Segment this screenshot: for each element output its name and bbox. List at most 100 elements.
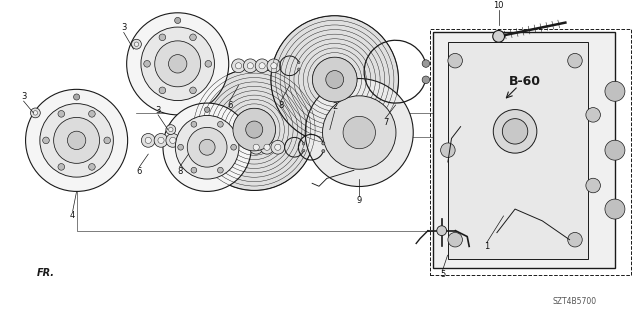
Text: 1: 1 [484,242,490,251]
Circle shape [243,59,257,73]
Circle shape [74,94,79,100]
Circle shape [159,34,166,41]
Circle shape [343,116,376,149]
Circle shape [231,145,237,150]
Circle shape [305,78,413,187]
Circle shape [236,63,242,69]
Circle shape [168,127,173,132]
Circle shape [586,108,600,122]
Polygon shape [448,42,588,258]
Text: 8: 8 [177,167,182,176]
Circle shape [218,167,223,173]
Text: 9: 9 [356,196,362,205]
Circle shape [88,164,95,170]
Circle shape [255,59,269,73]
Circle shape [312,57,357,102]
Circle shape [141,27,214,100]
Circle shape [448,233,463,247]
Text: 8: 8 [278,101,284,110]
Circle shape [502,119,528,144]
Circle shape [246,121,263,138]
Text: B-60: B-60 [508,75,540,87]
Circle shape [163,103,252,191]
Text: 10: 10 [493,1,504,10]
Circle shape [303,143,305,145]
Circle shape [586,178,600,193]
Circle shape [144,61,150,67]
Circle shape [568,233,582,247]
Circle shape [605,199,625,219]
Circle shape [145,137,151,144]
Circle shape [33,111,38,115]
Circle shape [232,59,245,73]
Circle shape [54,117,100,163]
Circle shape [605,81,625,101]
Circle shape [205,61,212,67]
Circle shape [267,59,281,73]
Circle shape [58,111,65,117]
Text: 6: 6 [137,167,142,176]
Circle shape [104,137,111,144]
Circle shape [188,127,227,167]
Text: 7: 7 [383,118,388,127]
Circle shape [189,34,196,41]
Circle shape [247,63,253,69]
Circle shape [166,125,176,135]
Circle shape [233,108,276,151]
Text: 3: 3 [21,92,26,101]
Circle shape [196,142,198,145]
Circle shape [326,70,344,88]
Circle shape [141,134,155,147]
Text: 4: 4 [70,211,76,220]
Circle shape [493,30,504,42]
Text: SZT4B5700: SZT4B5700 [552,298,596,307]
Circle shape [298,61,300,63]
Circle shape [322,142,325,145]
Bar [430,29,631,275]
Circle shape [303,149,305,152]
Text: 3: 3 [121,23,126,33]
Circle shape [58,164,65,170]
Circle shape [175,115,239,179]
Circle shape [218,122,223,127]
Circle shape [568,53,582,68]
Circle shape [298,68,300,70]
Circle shape [170,137,176,144]
Circle shape [250,140,263,154]
Text: 6: 6 [227,101,232,110]
Circle shape [191,122,196,127]
Circle shape [271,16,399,143]
Circle shape [199,139,215,155]
Circle shape [88,111,95,117]
Circle shape [605,140,625,160]
Circle shape [178,145,184,150]
Circle shape [275,144,281,150]
Circle shape [205,107,210,112]
Circle shape [168,55,187,73]
Polygon shape [433,33,615,268]
Circle shape [440,143,455,158]
Circle shape [154,134,168,147]
Circle shape [322,150,325,152]
Circle shape [134,42,139,46]
Circle shape [193,69,315,190]
Circle shape [67,131,86,150]
Circle shape [40,104,113,177]
Circle shape [189,87,196,94]
Circle shape [159,87,166,94]
Circle shape [271,63,277,69]
Circle shape [158,137,164,144]
Circle shape [271,140,285,154]
Circle shape [448,53,463,68]
Circle shape [422,60,429,67]
Circle shape [127,13,228,115]
Text: 5: 5 [440,270,445,279]
Circle shape [155,41,201,87]
Text: FR.: FR. [36,268,54,278]
Circle shape [31,108,40,118]
Circle shape [132,39,141,49]
Circle shape [264,144,270,150]
Circle shape [26,89,127,191]
Circle shape [260,140,274,154]
Text: 2: 2 [332,102,337,111]
